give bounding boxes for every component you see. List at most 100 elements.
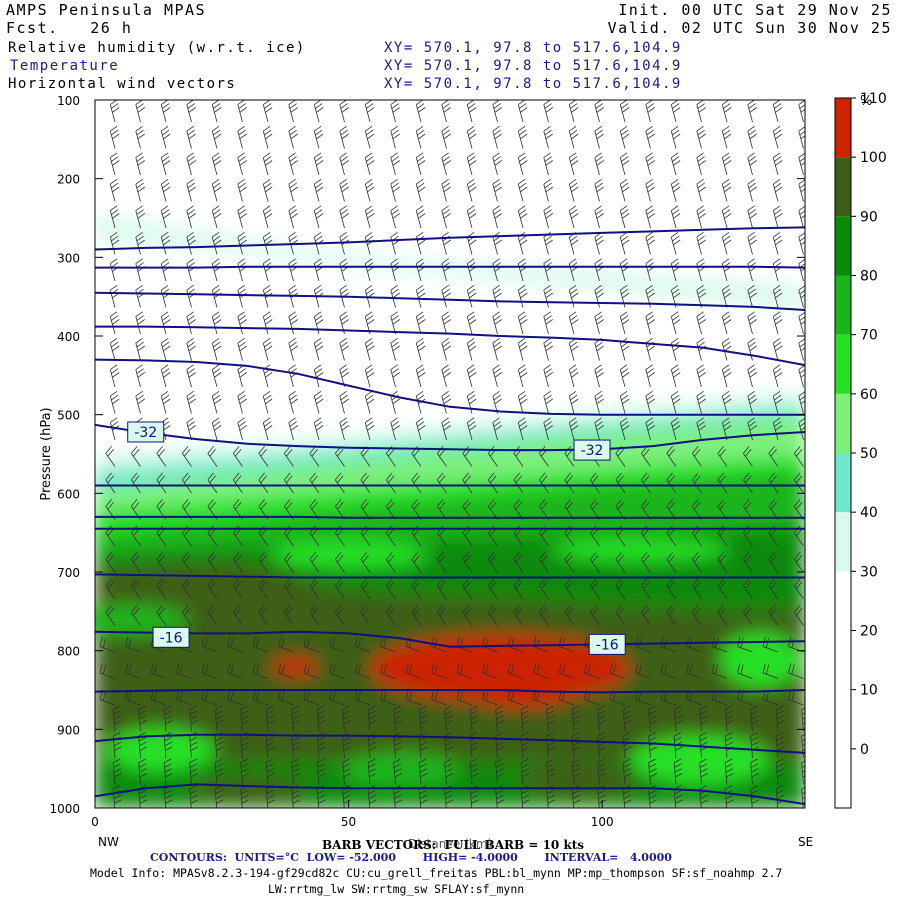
wind-barb <box>543 417 553 441</box>
wind-barb <box>156 605 167 626</box>
wind-barb <box>444 758 453 785</box>
wind-barb <box>135 284 145 308</box>
wind-barb <box>571 758 581 785</box>
wind-barb <box>648 705 657 732</box>
wind-barb <box>568 258 579 282</box>
wind-barb <box>622 732 632 759</box>
wind-barb <box>691 605 702 626</box>
wind-barb <box>619 178 630 202</box>
wind-barb <box>594 178 604 202</box>
wind-barb <box>594 258 604 282</box>
wind-barb <box>390 364 400 388</box>
wind-barb <box>772 205 783 229</box>
wind-barb <box>160 258 171 282</box>
wind-barb <box>584 663 600 679</box>
wind-barb <box>798 285 805 308</box>
contour-label-2: -16 <box>160 630 183 646</box>
wind-barb <box>342 758 351 785</box>
wind-barb <box>747 337 757 361</box>
wind-barb <box>364 337 375 361</box>
wind-barb <box>456 689 473 706</box>
wind-barb <box>495 705 504 732</box>
y-tick-label-5: 600 <box>57 487 80 501</box>
y-tick-label-2: 300 <box>57 251 80 265</box>
model-name: AMPS Peninsula MPAS <box>6 1 207 19</box>
wind-barb <box>640 605 651 626</box>
y-axis-label: Pressure (hPa) <box>39 407 54 500</box>
wind-barb <box>801 786 805 808</box>
humidity-colorbar: 0 10 20 30 40 50 60 70 80 90 100 110 <box>834 91 887 809</box>
colorbar-label-3: 30 <box>860 564 878 580</box>
wind-barb <box>721 231 732 255</box>
wind-barb <box>237 125 247 149</box>
wind-barb <box>181 578 192 600</box>
wind-barb <box>543 258 553 282</box>
wind-barb <box>619 390 630 414</box>
wind-barb <box>798 258 805 282</box>
wind-barb <box>466 417 477 441</box>
wind-barb <box>138 785 147 808</box>
wind-barb <box>186 205 196 229</box>
model-info-line-2: LW:rrtmg_lw SW:rrtmg_sw SFLAY:sf_mynn <box>268 882 525 896</box>
wind-barb <box>262 337 273 361</box>
x-axis-label: Distance (km) <box>408 837 492 851</box>
wind-barb <box>186 364 196 388</box>
wind-barb <box>181 446 192 467</box>
wind-barb <box>441 364 451 388</box>
wind-barb <box>444 732 453 759</box>
wind-barb <box>418 705 428 732</box>
colorbar-label-7: 70 <box>860 328 878 344</box>
wind-barb <box>768 605 779 626</box>
wind-barb <box>367 785 377 808</box>
wind-barb <box>135 125 145 149</box>
wind-barb <box>393 758 402 785</box>
wind-barb <box>788 689 804 706</box>
wind-barb <box>750 705 759 732</box>
wind-barb <box>721 311 732 335</box>
wind-barb <box>160 231 171 255</box>
wind-barb <box>283 605 294 626</box>
wind-barb <box>393 785 402 808</box>
wind-barb <box>645 337 655 361</box>
wind-barb <box>232 578 243 600</box>
wind-barb <box>666 552 677 573</box>
wind-barb <box>160 178 171 202</box>
temperature-contour-2 <box>95 291 805 311</box>
wind-barb <box>775 705 785 732</box>
wind-barb <box>747 284 757 308</box>
wind-barb <box>645 231 655 255</box>
wind-barb <box>112 705 122 732</box>
wind-barb <box>609 663 626 679</box>
x-end-label-left: NW <box>98 835 119 849</box>
wind-barb <box>768 446 779 467</box>
wind-barb <box>211 125 222 149</box>
wind-barb <box>721 152 732 176</box>
wind-barb <box>211 417 222 441</box>
wind-barb <box>517 337 528 361</box>
wind-barb <box>597 758 606 785</box>
wind-barb <box>431 663 447 679</box>
wind-barb <box>594 152 604 176</box>
colorbar-label-1: 10 <box>860 683 878 699</box>
wind-barb <box>441 311 451 335</box>
wind-barb <box>411 578 422 600</box>
wind-barb <box>415 100 426 123</box>
wind-barb <box>801 733 805 759</box>
wind-barb <box>699 705 708 732</box>
wind-barb <box>466 364 477 388</box>
wind-barb <box>517 284 528 308</box>
wind-barb <box>411 446 422 467</box>
wind-barb <box>670 205 681 229</box>
wind-barb <box>313 390 324 414</box>
wind-barb <box>390 258 400 282</box>
wind-barb <box>390 205 400 229</box>
wind-barb <box>737 663 753 679</box>
wind-barb <box>354 636 371 653</box>
wind-barb <box>313 178 324 202</box>
wind-barb <box>747 178 757 202</box>
plot-frame <box>94 99 806 809</box>
barb-note: BARB VECTORS: FULL BARB = 10 kts <box>322 838 585 852</box>
wind-barb <box>214 758 224 785</box>
wind-barb <box>466 258 477 282</box>
wind-barb <box>645 152 655 176</box>
